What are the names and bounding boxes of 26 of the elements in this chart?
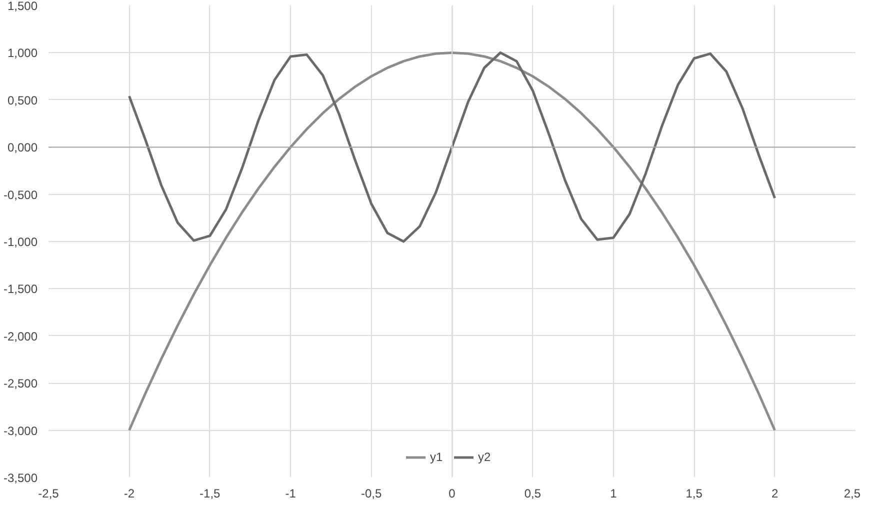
y-tick-label: 0,500 xyxy=(7,93,38,108)
legend-label: y1 xyxy=(430,450,444,464)
y-tick-label: -2,500 xyxy=(3,376,38,391)
x-tick-label: 0,5 xyxy=(524,486,542,500)
y-tick-label: 1,500 xyxy=(7,0,38,13)
legend-label: y2 xyxy=(478,450,492,464)
y-tick-label: -1,000 xyxy=(3,235,38,249)
x-tick-label: -2,5 xyxy=(38,486,60,500)
line-series xyxy=(128,51,776,243)
y-tick-label: 0,000 xyxy=(7,140,38,155)
x-tick-label: 2,5 xyxy=(844,486,861,500)
y-tick-label: 1,000 xyxy=(7,46,38,60)
x-tick-label: -1,5 xyxy=(200,486,221,500)
x-tick-label: 1 xyxy=(610,486,618,500)
line-series xyxy=(128,51,776,432)
y-tick-label: -3,000 xyxy=(3,424,38,438)
y-tick-label: -0,500 xyxy=(3,188,38,202)
x-tick-label: 0 xyxy=(448,486,456,500)
y-tick-label: -2,000 xyxy=(3,329,38,344)
y-tick-label: -3,500 xyxy=(3,471,38,485)
x-tick-label: 1,5 xyxy=(686,486,703,500)
x-tick-label: -0,5 xyxy=(360,486,382,500)
x-tick-label: 2 xyxy=(771,486,778,500)
x-tick-label: -1 xyxy=(285,486,296,500)
x-tick-label: -2 xyxy=(124,486,135,500)
y-tick-label: -1,500 xyxy=(3,282,38,296)
